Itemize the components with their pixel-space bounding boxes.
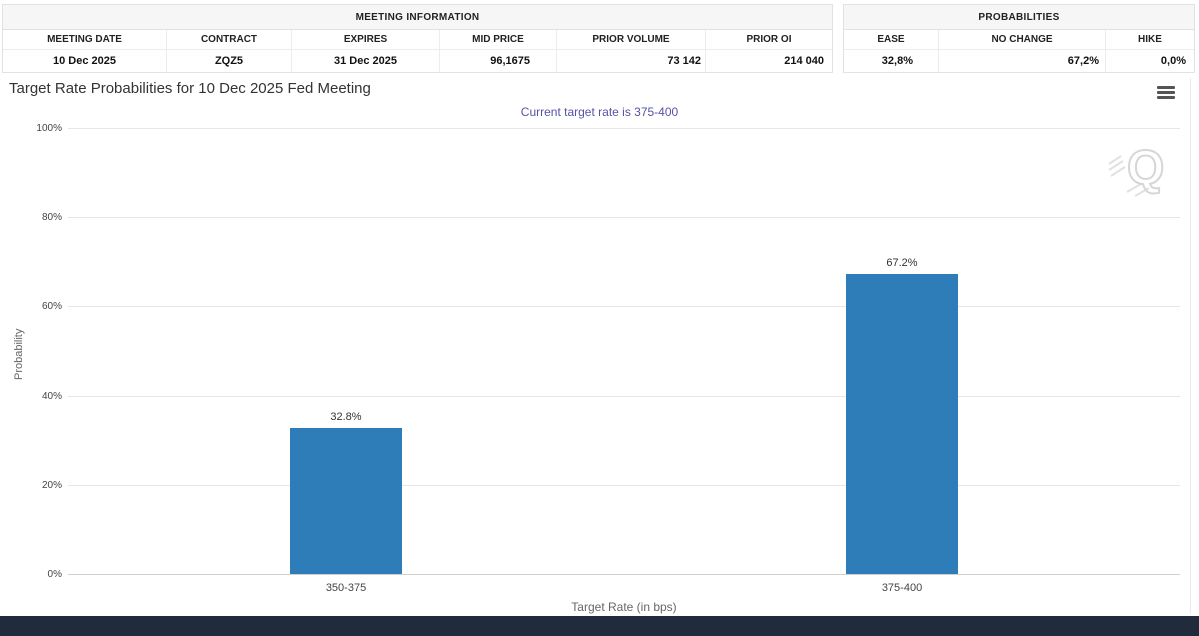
hike-value: 0,0% xyxy=(1160,55,1186,67)
y-tick-label: 0% xyxy=(47,569,62,580)
y-tick-label: 40% xyxy=(41,390,62,402)
col-expires: EXPIRES xyxy=(292,30,440,49)
gridline-40 xyxy=(68,395,1180,397)
bar-value-label: 67.2% xyxy=(886,257,918,270)
bar-375-400[interactable]: 67.2% xyxy=(846,257,958,574)
prior-volume-value: 73 142 xyxy=(557,50,706,72)
probabilities-value-row: 32,8% 67,2% 0,0% xyxy=(844,50,1194,72)
chart-right-border xyxy=(1190,78,1191,614)
col-hike: HIKE xyxy=(1138,34,1162,45)
col-mid-price: MID PRICE xyxy=(440,30,557,49)
y-tick-label: 60% xyxy=(41,301,62,313)
x-tick-label: 350-375 xyxy=(325,582,367,594)
y-tick-label: 100% xyxy=(36,123,62,134)
y-tick-label: 20% xyxy=(41,479,62,491)
bar-value-label: 32.8% xyxy=(330,410,362,423)
svg-text:Q: Q xyxy=(1127,142,1164,195)
meeting-information-header-row: MEETING DATE CONTRACT EXPIRES MID PRICE … xyxy=(3,30,832,50)
probabilities-title: PROBABILITIES xyxy=(844,5,1194,30)
col-prior-oi: PRIOR OI xyxy=(746,34,792,45)
expires-value: 31 Dec 2025 xyxy=(292,50,440,72)
y-axis-title: Probability xyxy=(13,328,25,380)
bar-rect xyxy=(290,427,402,574)
gridline-20 xyxy=(68,484,1180,486)
col-meeting-date: MEETING DATE xyxy=(3,30,167,49)
mid-price-value: 96,1675 xyxy=(440,50,557,72)
no-change-value: 67,2% xyxy=(939,50,1106,72)
col-ease: EASE xyxy=(844,30,939,49)
chart-title: Target Rate Probabilities for 10 Dec 202… xyxy=(9,80,371,97)
x-axis-title: Target Rate (in bps) xyxy=(571,600,677,614)
ease-value: 32,8% xyxy=(844,50,939,72)
prior-oi-value: 214 040 xyxy=(784,55,824,67)
col-prior-volume: PRIOR VOLUME xyxy=(557,30,706,49)
footer-bar xyxy=(0,616,1199,636)
meeting-information-table: MEETING INFORMATION MEETING DATE CONTRAC… xyxy=(2,4,833,73)
meeting-date-value: 10 Dec 2025 xyxy=(3,50,167,72)
watermark-q-logo: Q xyxy=(1107,134,1173,205)
gridline-80 xyxy=(68,217,1180,219)
col-contract: CONTRACT xyxy=(167,30,292,49)
chart-subtitle: Current target rate is 375-400 xyxy=(520,105,679,119)
bar-rect xyxy=(846,274,958,574)
probabilities-header-row: EASE NO CHANGE HIKE xyxy=(844,30,1194,50)
col-no-change: NO CHANGE xyxy=(939,30,1106,49)
header-tables: MEETING INFORMATION MEETING DATE CONTRAC… xyxy=(2,4,1195,73)
bar-350-375[interactable]: 32.8% xyxy=(290,411,402,574)
meeting-information-value-row: 10 Dec 2025 ZQZ5 31 Dec 2025 96,1675 73 … xyxy=(3,50,832,72)
meeting-information-title: MEETING INFORMATION xyxy=(3,5,832,30)
hamburger-menu-icon[interactable] xyxy=(1157,86,1177,100)
gridline-100 xyxy=(68,128,1180,129)
contract-value: ZQZ5 xyxy=(167,50,292,72)
plot-area: 100% 80% 60% 40% 20% 0% 32.8% 67.2% 350-… xyxy=(36,123,1180,614)
y-tick-label: 80% xyxy=(41,212,62,224)
probabilities-table: PROBABILITIES EASE NO CHANGE HIKE 32,8% … xyxy=(843,4,1195,73)
x-tick-label: 375-400 xyxy=(881,582,923,594)
gridline-60 xyxy=(68,306,1180,308)
